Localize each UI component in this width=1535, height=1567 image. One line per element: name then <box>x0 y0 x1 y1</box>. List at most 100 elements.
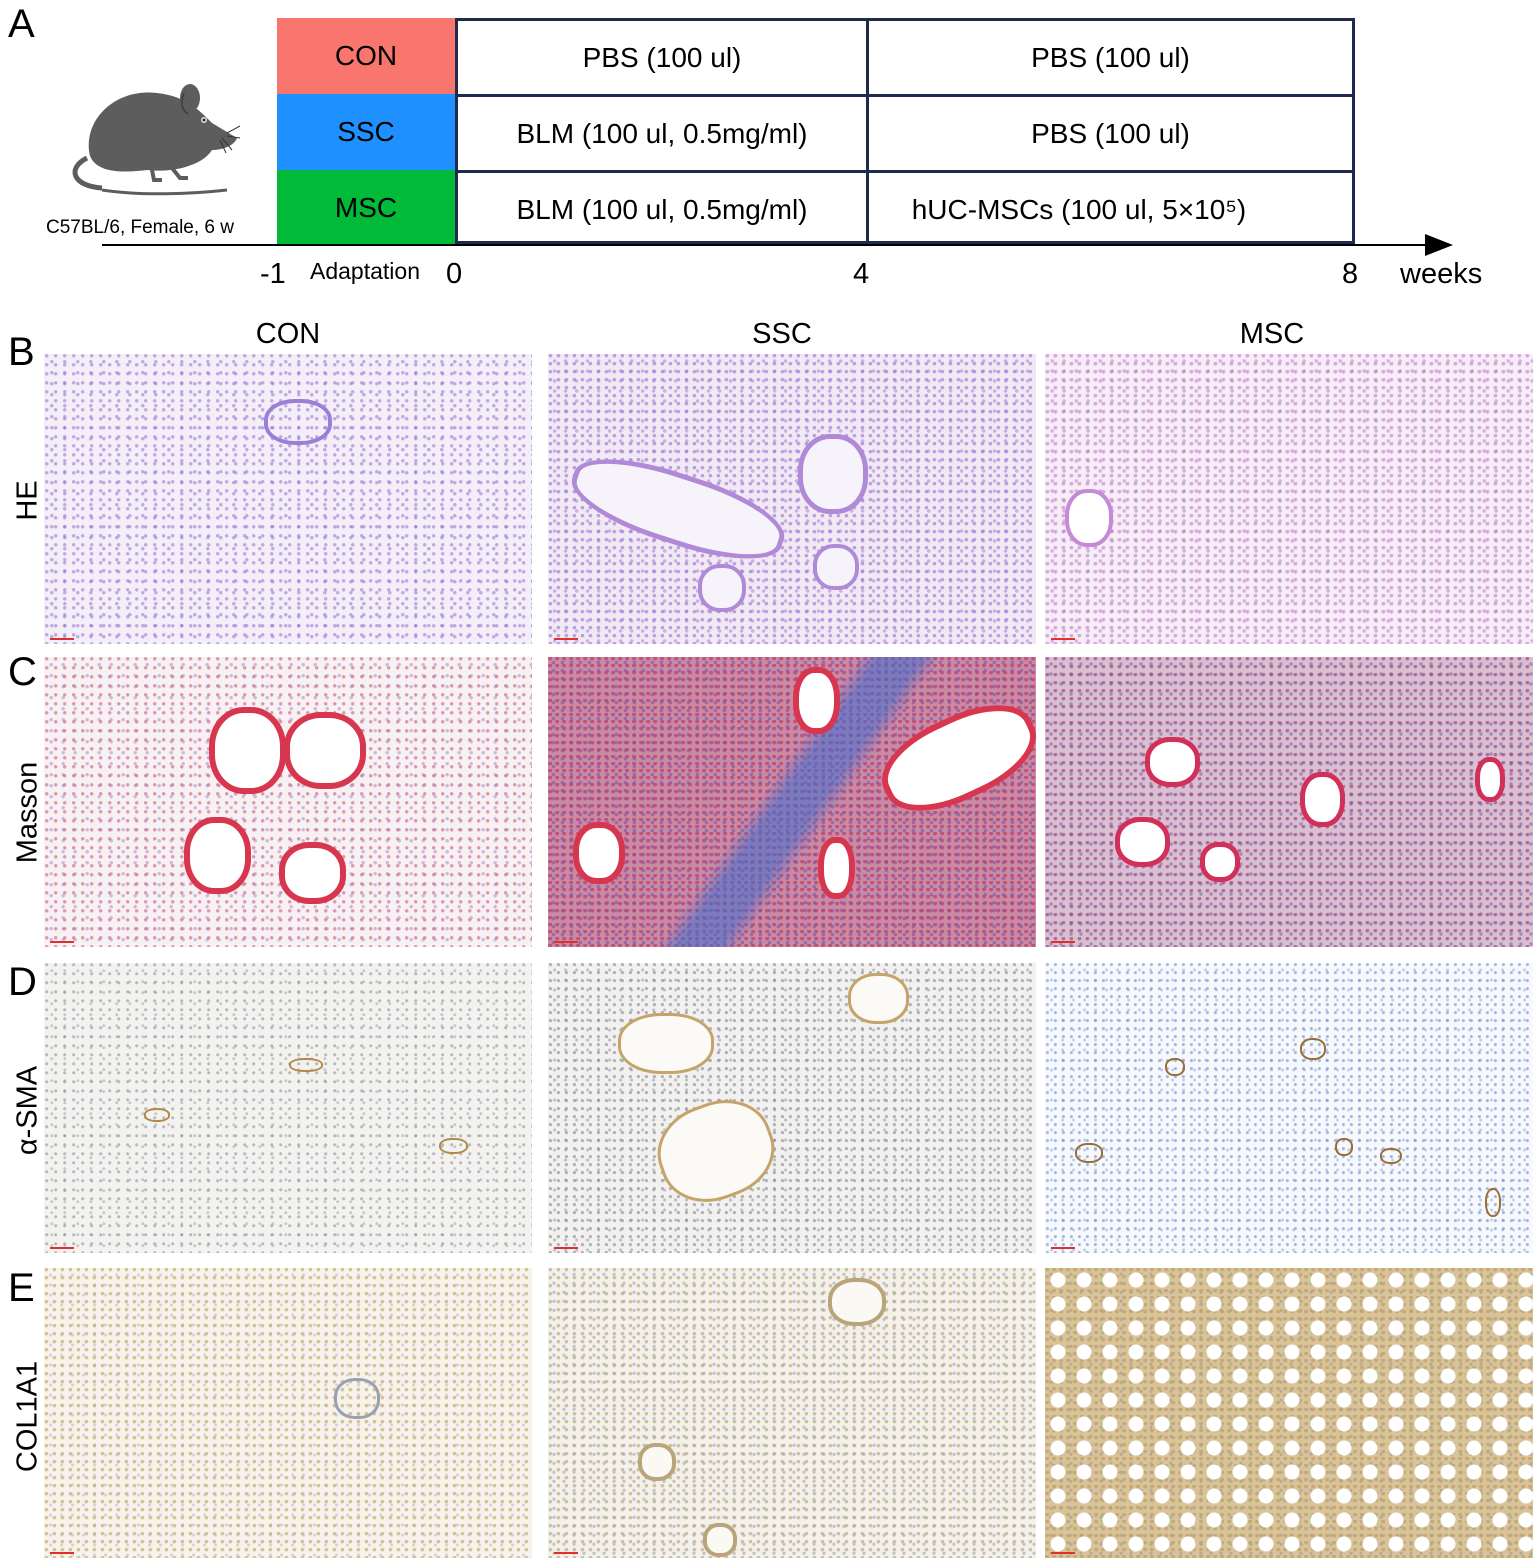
scale-bar <box>1051 941 1075 943</box>
airway <box>284 712 366 789</box>
treatment-grid: PBS (100 ul) PBS (100 ul) BLM (100 ul, 0… <box>455 18 1355 244</box>
treatment-cell: PBS (100 ul) <box>1031 42 1190 73</box>
mouse-caption: C57BL/6, Female, 6 w <box>46 217 234 238</box>
vessel <box>1165 1058 1185 1076</box>
micrograph-he-ssc <box>548 354 1036 644</box>
group-label: SSC <box>337 116 395 147</box>
timeline-axis <box>102 244 1432 246</box>
tick-8: 8 <box>1342 258 1359 290</box>
mouse-icon <box>72 84 241 196</box>
airway <box>813 544 859 590</box>
arrow-right-icon <box>1425 234 1453 256</box>
vessel <box>1335 1138 1353 1156</box>
grid-divider <box>866 21 869 241</box>
scale-bar <box>1051 1247 1075 1249</box>
airway <box>1145 737 1200 787</box>
vessel <box>1380 1148 1402 1164</box>
scale-bar <box>50 1552 74 1554</box>
treatment-cell: BLM (100 ul, 0.5mg/ml) <box>516 118 808 149</box>
group-cell-msc: MSC <box>277 170 455 246</box>
treatment-cell: BLM (100 ul, 0.5mg/ml) <box>516 194 808 225</box>
scale-bar <box>50 1247 74 1249</box>
airway <box>1115 817 1170 867</box>
scale-bar <box>50 638 74 640</box>
scale-bar <box>1051 1552 1075 1554</box>
airway <box>264 399 332 445</box>
tick-minus1: -1 <box>260 258 286 290</box>
micrograph-col1a1-msc <box>1045 1268 1533 1558</box>
airway <box>818 837 855 899</box>
scale-bar <box>554 1247 578 1249</box>
group-cell-con: CON <box>277 18 455 94</box>
weeks-unit-label: weeks <box>1400 258 1483 290</box>
group-label: CON <box>334 40 398 71</box>
vessel <box>439 1138 468 1154</box>
airway <box>1300 772 1345 827</box>
airway <box>645 1086 787 1216</box>
column-title-msc: MSC <box>1239 318 1305 350</box>
airway <box>209 707 286 794</box>
airway <box>1065 489 1113 547</box>
group-cell-ssc: SSC <box>277 94 455 170</box>
vessel <box>289 1058 323 1072</box>
grid-divider <box>458 170 1352 173</box>
micrograph-masson-con <box>44 657 532 947</box>
airway <box>798 434 868 514</box>
row-label-masson: Masson <box>11 761 44 864</box>
micrograph-asma-msc <box>1045 963 1533 1253</box>
panel-letter-d: D <box>8 960 37 1004</box>
treatment-row-ssc: BLM (100 ul, 0.5mg/ml) PBS (100 ul) <box>458 97 1352 171</box>
airway <box>184 817 251 894</box>
scale-bar <box>554 1552 578 1554</box>
vessel <box>144 1108 170 1122</box>
airway <box>703 1523 737 1557</box>
airway <box>793 667 840 734</box>
airway <box>828 1278 886 1326</box>
panel-letter-e: E <box>8 1266 35 1310</box>
treatment-row-con: PBS (100 ul) PBS (100 ul) <box>458 21 1352 95</box>
micrograph-masson-msc <box>1045 657 1533 947</box>
row-label-alpha-sma: α-SMA <box>11 1065 44 1156</box>
micrograph-col1a1-ssc <box>548 1268 1036 1558</box>
micrograph-he-con <box>44 354 532 644</box>
column-title-con: CON <box>255 318 321 350</box>
vessel <box>1075 1143 1103 1163</box>
column-title-ssc: SSC <box>752 318 812 350</box>
airway <box>848 973 909 1024</box>
airway <box>868 686 1036 830</box>
airway <box>1200 842 1240 882</box>
grid-divider <box>458 94 1352 97</box>
micrograph-masson-ssc <box>548 657 1036 947</box>
tick-4: 4 <box>853 258 870 290</box>
airway <box>334 1378 380 1419</box>
scale-bar <box>50 941 74 943</box>
panel-letter-c: C <box>8 650 37 694</box>
micrograph-asma-con <box>44 963 532 1253</box>
scale-bar <box>554 941 578 943</box>
treatment-cell: PBS (100 ul) <box>582 42 742 73</box>
micrograph-he-msc <box>1045 354 1533 644</box>
group-label: MSC <box>334 192 398 223</box>
row-label-col1a1: COL1A1 <box>11 1360 44 1473</box>
panel-letter-b: B <box>8 330 35 374</box>
airway <box>638 1443 676 1481</box>
tick-0: 0 <box>446 258 463 290</box>
micrograph-col1a1-con <box>44 1268 532 1558</box>
airway <box>618 1013 714 1074</box>
micrograph-asma-ssc <box>548 963 1036 1253</box>
airway <box>573 822 625 884</box>
treatment-cell: hUC-MSCs (100 ul, 5×10⁵) <box>911 194 1247 225</box>
treatment-cell: PBS (100 ul) <box>1031 118 1190 149</box>
vessel <box>1300 1038 1326 1060</box>
treatment-row-msc: BLM (100 ul, 0.5mg/ml) hUC-MSCs (100 ul,… <box>458 173 1352 247</box>
scale-bar <box>1051 638 1075 640</box>
airway <box>562 441 794 577</box>
adaptation-label: Adaptation <box>310 258 420 284</box>
vessel <box>1485 1188 1501 1217</box>
row-label-he: HE <box>11 480 44 521</box>
airway <box>279 842 346 904</box>
panel-letter-a: A <box>8 2 35 46</box>
airway <box>1475 757 1505 802</box>
airway <box>698 564 746 612</box>
scale-bar <box>554 638 578 640</box>
